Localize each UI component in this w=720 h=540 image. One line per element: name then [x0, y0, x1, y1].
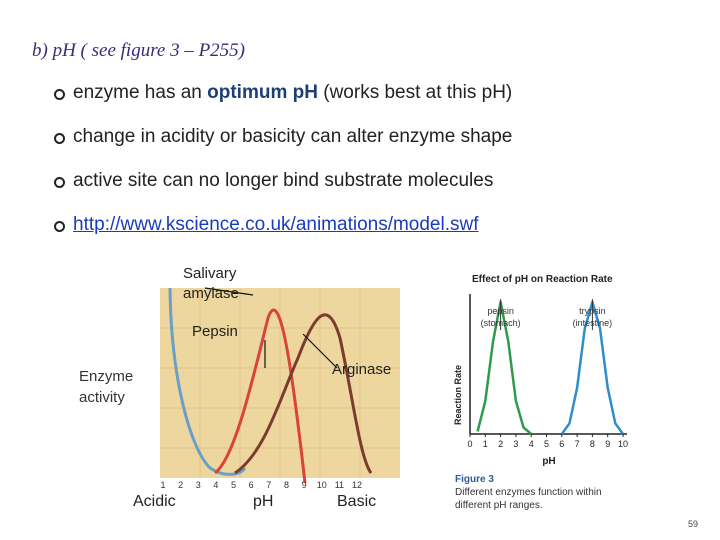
arginase-label: Arginase	[332, 361, 391, 378]
ph-tick-label: 9	[302, 480, 307, 490]
x-tick-label: 0	[467, 439, 472, 449]
ph-emphasis: pH	[292, 82, 318, 103]
ph-tick-label: 8	[284, 480, 289, 490]
x-tick-label: 5	[544, 439, 549, 449]
y-axis-label: Reaction Rate	[453, 365, 463, 425]
ph-tick-label: 11	[335, 480, 344, 490]
bullet-text: active site can no longer bind substrate…	[73, 170, 494, 191]
animation-link[interactable]: http://www.kscience.co.uk/animations/mod…	[73, 214, 479, 235]
bullet-circle-icon	[54, 177, 65, 188]
arginase-curve	[234, 313, 373, 475]
bullet-text: enzyme has an optimum pH (works best at …	[73, 82, 513, 103]
ph-tick-label: 4	[213, 480, 218, 490]
x-tick-label: 2	[498, 439, 503, 449]
x-tick-label: 6	[559, 439, 564, 449]
chart-title: Effect of pH on Reaction Rate	[472, 274, 613, 285]
enzyme-activity-figure: Enzyme activity Salivary amylase Pepsin …	[79, 265, 400, 510]
x-axis-label: pH	[542, 456, 555, 467]
pepsin-label: Pepsin	[192, 323, 238, 340]
x-tick-label: 1	[483, 439, 488, 449]
figure-caption-title: Figure 3	[455, 474, 494, 485]
x-tick-labels: 0 1 2 3 4 5 6 7 8 9 10	[467, 434, 628, 449]
ph-tick-label: 12	[352, 480, 362, 490]
series-group: pepsin(stomach)trypsin(intestine)	[476, 299, 625, 435]
reaction-rate-chart: Effect of pH on Reaction Rate Reaction R…	[453, 274, 628, 511]
ph-tick-label: 5	[231, 480, 236, 490]
figure-caption-line2: different pH ranges.	[455, 500, 543, 511]
ph-tick-label: 1	[160, 480, 165, 490]
x-tick-label: 10	[618, 439, 628, 449]
x-tick-label: 4	[529, 439, 534, 449]
ph-tick-label: 7	[266, 480, 271, 490]
amylase-pointer	[204, 287, 254, 296]
x-tick-label: 9	[605, 439, 610, 449]
optimum-emphasis: optimum	[207, 82, 288, 103]
ph-tick-label: 2	[178, 480, 183, 490]
x-tick-label: 7	[575, 439, 580, 449]
bullet-text: change in acidity or basicity can alter …	[73, 126, 513, 147]
x-tick-label: 8	[590, 439, 595, 449]
arginase-pointer	[302, 333, 338, 369]
basic-label: Basic	[337, 493, 376, 510]
bullet-circle-icon	[54, 221, 65, 232]
ph-tick-label: 3	[196, 480, 201, 490]
page-number: 59	[688, 519, 699, 529]
figure-caption-line1: Different enzymes function within	[455, 487, 602, 498]
pepsin-series-line	[476, 300, 533, 435]
x-tick-label: 3	[513, 439, 518, 449]
bullet-circle-icon	[54, 133, 65, 144]
ph-tick-label: 6	[249, 480, 254, 490]
slide-title: b) pH ( see figure 3 – P255)	[32, 40, 245, 61]
y-axis-label-line2: activity	[79, 389, 125, 406]
ph-tick-labels: 1 2 3 4 5 6 7 8 9 10 11 12	[160, 480, 362, 490]
ph-axis-label: pH	[253, 493, 273, 510]
amylase-label: amylase	[183, 285, 239, 302]
acidic-label: Acidic	[133, 493, 176, 510]
salivary-label: Salivary	[183, 265, 237, 282]
pepsin-curve	[213, 308, 307, 484]
ph-tick-label: 10	[317, 480, 327, 490]
amylase-curve	[168, 287, 247, 476]
y-axis-label-line1: Enzyme	[79, 368, 133, 385]
bullet-circle-icon	[54, 89, 65, 100]
